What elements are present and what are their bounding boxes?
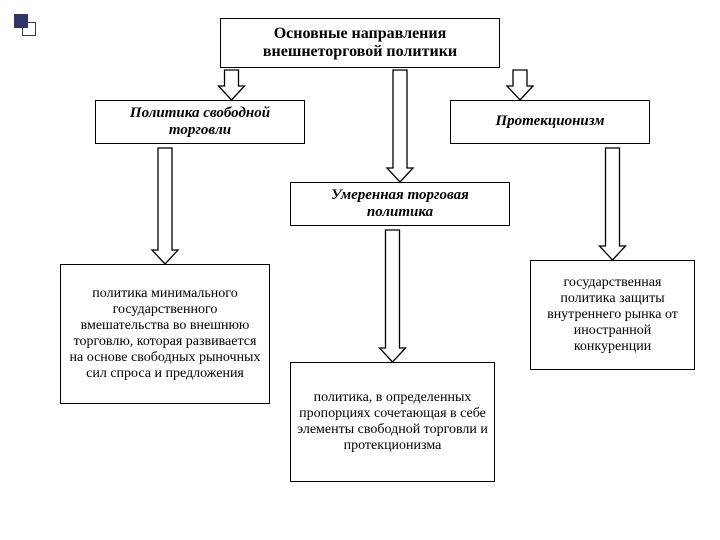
arrows-layer [0,0,720,540]
arrow-title-to-right [507,70,533,100]
arrow-title-to-center [387,70,413,182]
arrow-center-to-desc [380,230,406,362]
arrow-right-to-desc [600,148,626,260]
arrow-title-to-left [219,70,245,100]
arrow-left-to-desc [152,148,178,264]
